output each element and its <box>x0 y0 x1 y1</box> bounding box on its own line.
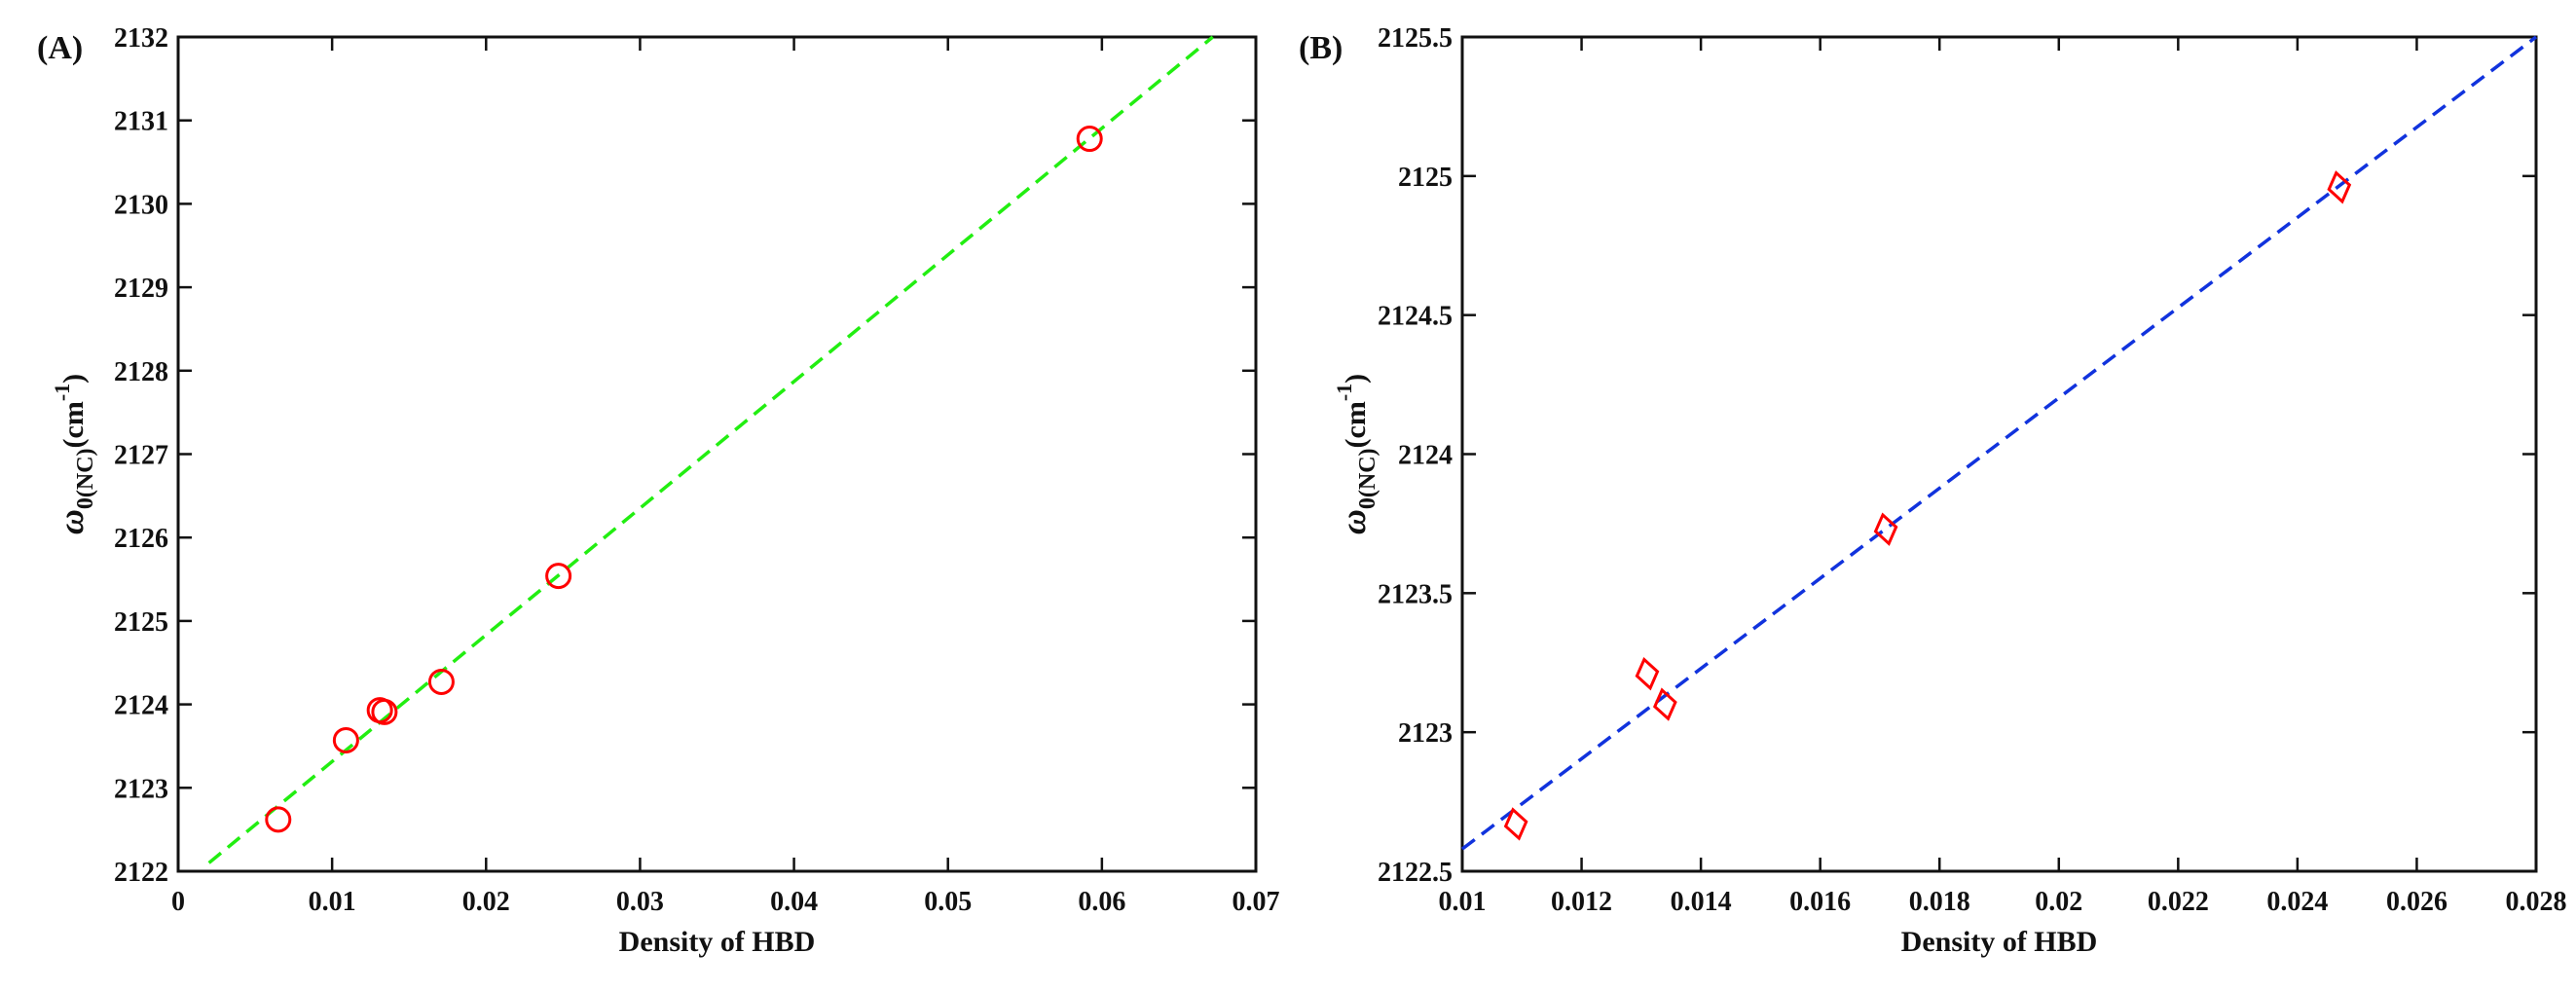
panel-a-y-tick-label: 2124 <box>114 691 168 721</box>
panel-b-fit-line <box>1460 35 2538 851</box>
panel-b-x-axis-label: Density of HBD <box>1901 926 2098 958</box>
panel-a-x-axis-label: Density of HBD <box>619 926 816 958</box>
panel-a-x-tick-label: 0.03 <box>616 887 664 917</box>
panel-a-y-tick-label: 2125 <box>114 607 168 638</box>
panel-b-y-tick-label: 2124 <box>1398 441 1453 471</box>
panel-b-y-tick-label: 2125 <box>1398 163 1453 193</box>
panel-b-panel-label: (B) <box>1299 30 1343 66</box>
panel-a-x-tick-label: 0.06 <box>1078 887 1125 917</box>
panel-b-x-tick-label: 0.012 <box>1551 887 1612 917</box>
panel-b-y-tick-label: 2125.5 <box>1378 23 1453 54</box>
panel-a-axes-box <box>176 35 1258 873</box>
panel-b-data-point <box>1652 687 1677 721</box>
panel-a-panel-label: (A) <box>37 30 83 66</box>
panel-b-axes-box <box>1460 35 2538 873</box>
panel-a-x-tick-label: 0.04 <box>770 887 818 917</box>
panel-b-x-tick-label: 0.026 <box>2386 887 2447 917</box>
panel-b-y-tick-label: 2123 <box>1398 718 1453 749</box>
panel-b-x-tick-label: 0.028 <box>2506 887 2567 917</box>
panel-b-data-point <box>2327 170 2352 204</box>
panel-b-data-point <box>1503 807 1528 841</box>
panel-a-y-tick-label: 2129 <box>114 274 168 304</box>
panel-b-data-point <box>1635 656 1660 691</box>
panel-a-fit-line <box>207 35 1214 864</box>
panel-a-x-tick-label: 0.07 <box>1233 887 1280 917</box>
panel-b-x-tick-label: 0.018 <box>1909 887 1970 917</box>
panel-a-y-tick-label: 2122 <box>114 858 168 888</box>
panel-a-y-tick-label: 2132 <box>114 23 168 54</box>
panel-b-y-tick-label: 2123.5 <box>1378 579 1453 609</box>
panel-a-data-point <box>427 668 455 695</box>
panel-a-y-tick-label: 2130 <box>114 190 168 220</box>
panel-b-x-tick-label: 0.024 <box>2266 887 2328 917</box>
panel-b-x-tick-label: 0.014 <box>1671 887 1732 917</box>
panel-b-y-axis-label: ω0(NC)(cm-1) <box>1332 374 1380 534</box>
panel-a-data-point <box>265 806 292 833</box>
panel-a-data-point <box>332 726 359 753</box>
panel-a-data-point <box>545 563 572 590</box>
panel-b-x-tick-label: 0.022 <box>2148 887 2209 917</box>
panel-b-chart: 0.01 0.012 0.014 0.016 0.018 0.02 0.022 0.024 0.… <box>1299 23 2567 958</box>
panel-a-y-tick-label: 2127 <box>114 441 168 471</box>
panel-a-y-tick-label: 2131 <box>114 107 168 137</box>
panel-b-x-tick-label: 0.016 <box>1789 887 1851 917</box>
panel-b-y-tick-label: 2122.5 <box>1378 858 1453 888</box>
panel-a-x-tick-label: 0 <box>171 887 185 917</box>
panel-a-y-axis-label: ω0(NC)(cm-1) <box>50 374 98 534</box>
panel-b-x-tick-label: 0.02 <box>2035 887 2082 917</box>
panel-a-x-tick-label: 0.05 <box>924 887 972 917</box>
panel-a-data-point <box>1076 126 1103 153</box>
panel-b-data-point <box>1873 512 1898 546</box>
panel-a-data-point <box>371 698 398 725</box>
panel-b-y-tick-label: 2124.5 <box>1378 302 1453 332</box>
panel-a-y-tick-label: 2123 <box>114 774 168 804</box>
panel-a-x-tick-label: 0.01 <box>309 887 356 917</box>
panel-a-y-tick-label: 2128 <box>114 357 168 387</box>
panel-b-x-tick-label: 0.01 <box>1439 887 1487 917</box>
panel-a-x-tick-label: 0.02 <box>462 887 510 917</box>
panel-a-y-tick-label: 2126 <box>114 524 168 554</box>
panel-a-chart: 0 0.01 0.02 0.03 0.04 0.05 0.06 0.07 2122 2123 212… <box>37 23 1280 958</box>
